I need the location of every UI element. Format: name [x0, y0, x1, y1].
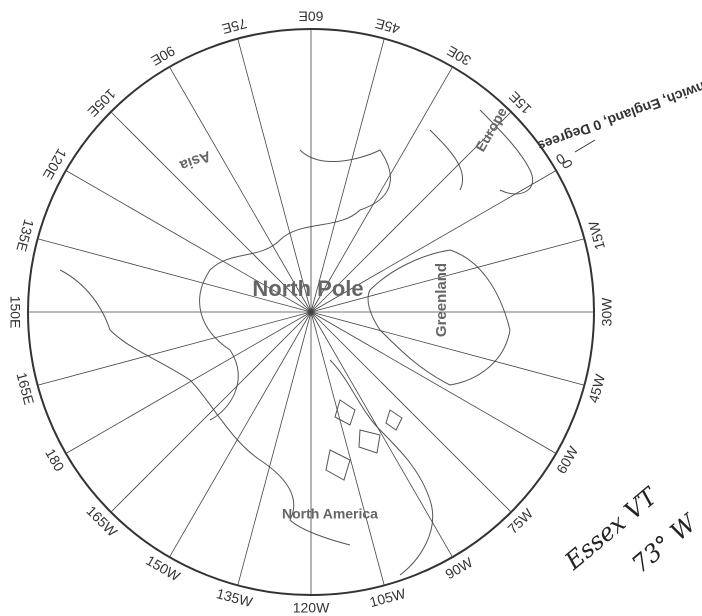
meridian-label: 120W: [293, 600, 330, 616]
meridian: [310, 38, 385, 313]
region-label: Greenland: [433, 263, 450, 337]
meridian: [169, 66, 312, 313]
meridian: [110, 111, 312, 313]
meridian: [65, 311, 312, 454]
europe-coast: [429, 109, 534, 195]
meridian-label: 45E: [373, 15, 401, 37]
meridian: [37, 311, 312, 386]
islands: [325, 399, 403, 481]
meridian: [310, 311, 385, 586]
coastline: [199, 149, 391, 421]
greenwich-arrow: [574, 139, 596, 153]
region-label: Asia: [177, 147, 213, 174]
meridian: [310, 311, 453, 558]
meridian-label: 45W: [585, 372, 608, 405]
meridian-label: 60E: [299, 8, 324, 24]
meridian: [65, 170, 312, 313]
meridian: [310, 111, 512, 313]
meridian: [237, 311, 312, 586]
meridian: [37, 238, 312, 313]
meridian-label: 75E: [220, 15, 248, 37]
greenwich-marker: 0: [553, 150, 568, 168]
meridian: [310, 66, 453, 313]
coastline: [329, 359, 434, 576]
meridian-label: 165E: [13, 371, 37, 407]
meridian: [310, 238, 585, 313]
meridian: [310, 311, 557, 454]
meridian-label: 120E: [40, 146, 70, 182]
meridian-label: 30W: [599, 297, 615, 327]
meridian-label: 150W: [143, 552, 183, 585]
meridians: 60E 45E30E15E015W30W45W60W75W90W105W120W1…: [7, 8, 614, 615]
meridian-label: 15W: [585, 219, 608, 252]
meridian-label: 135E: [13, 218, 37, 254]
meridian: [110, 311, 312, 513]
meridian: [310, 311, 512, 513]
greenland-coast: [367, 249, 511, 386]
meridian-label: 60W: [553, 443, 582, 477]
coastline: [59, 269, 351, 546]
coastlines: [59, 109, 534, 576]
meridian: [237, 38, 312, 313]
meridian-label: 150E: [7, 296, 23, 329]
meridian-label: 90W: [442, 554, 476, 583]
center-label: North Pole: [252, 276, 363, 301]
meridian: [169, 311, 312, 558]
meridian: [310, 311, 585, 386]
greenwich-note: Greenwich, England, 0 Degrees: [535, 68, 702, 155]
region-label: Europe: [472, 104, 510, 154]
region-label: North America: [282, 506, 378, 522]
meridian: [310, 170, 557, 313]
